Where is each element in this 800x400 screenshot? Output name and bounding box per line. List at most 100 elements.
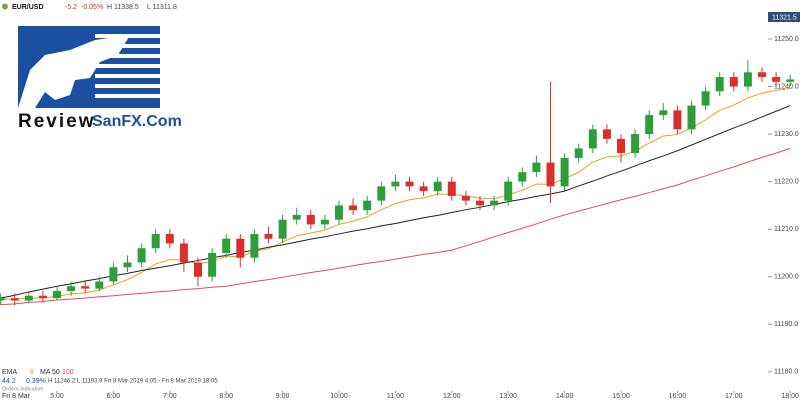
y-tick-label: 11230.0 (774, 131, 799, 138)
x-tick-label: 17:00 (725, 393, 743, 400)
x-tick-label: 15:00 (612, 393, 630, 400)
x-tick-label: 16:00 (669, 393, 687, 400)
stats: 44.2 (2, 378, 16, 385)
logo-word1: Review (18, 111, 95, 132)
candle-body (617, 138, 625, 154)
x-tick-label: 5:00 (50, 393, 64, 400)
legend-entry: 100 (62, 369, 74, 376)
candle-body (659, 110, 668, 116)
candle-body (24, 295, 33, 301)
candle-body (546, 162, 555, 187)
candle-body (574, 148, 583, 158)
candle-body (67, 286, 76, 291)
candle-body (320, 219, 329, 225)
status-icon[interactable] (2, 3, 8, 10)
x-tick-label: 11:00 (387, 393, 404, 400)
x-tick-label: 8:00 (219, 393, 233, 400)
price-tag (768, 12, 800, 22)
candle-body (208, 252, 217, 277)
candle-body (0, 298, 5, 301)
ma-line (0, 87, 791, 300)
high: H 11338.5 (107, 4, 139, 11)
candle-body (729, 77, 738, 87)
change: -5.2 (65, 4, 77, 11)
note: Orders indicative (2, 386, 43, 392)
candle-body (715, 77, 724, 92)
y-tick-label: 11210.0 (774, 226, 799, 233)
candle-body (250, 233, 259, 258)
candle-body (476, 200, 484, 206)
candle-body (179, 243, 188, 263)
x-tick-label: 13:00 (499, 393, 517, 400)
candle-body (743, 72, 752, 87)
candle-body (81, 286, 90, 289)
x-tick-label: 7:00 (163, 393, 177, 400)
candle-body (391, 181, 400, 187)
candle-body (10, 298, 19, 301)
candle-body (687, 105, 696, 130)
candle-body (137, 248, 146, 263)
candle-body (433, 181, 442, 192)
legend-entry: 50 (52, 369, 60, 376)
ema-label: EMA (2, 369, 18, 376)
candle-body (335, 205, 343, 220)
candle-body (222, 238, 231, 253)
candle-body (123, 262, 132, 268)
header-bar (0, 0, 800, 13)
y-tick-label: 11240.0 (774, 83, 799, 90)
logo-bull (18, 35, 130, 108)
candle-body (673, 110, 682, 130)
ma-line (0, 147, 791, 306)
candle-body (602, 129, 611, 139)
x-tick-label: 12:00 (443, 393, 461, 400)
candle-body (278, 219, 287, 239)
candle-body (405, 181, 414, 187)
ma-line (0, 105, 791, 299)
candle-body (306, 214, 315, 225)
y-tick-label: 11220.0 (774, 178, 799, 185)
candle-body (701, 91, 710, 106)
x-tick-label: 6:00 (107, 393, 121, 400)
candle-body (461, 195, 470, 201)
candle-body (631, 134, 640, 154)
change-pct: -0.05% (81, 4, 103, 11)
stats-pct: 0.39% (26, 378, 46, 385)
candle-body (419, 186, 428, 192)
x-tick-label: 10:00 (330, 393, 348, 400)
candle-body (504, 181, 513, 201)
candle-body (560, 157, 569, 187)
candle-body (95, 281, 104, 289)
candle-body (292, 214, 301, 220)
x-tick-label: 14:00 (556, 393, 574, 400)
candle-body (236, 238, 245, 258)
candle-body (194, 262, 202, 277)
candle-body (53, 291, 61, 299)
candle-body (532, 162, 541, 173)
logo: Review SanFX.Com (18, 26, 182, 132)
price-tag-label: 11321.5 (772, 14, 797, 21)
ma-label: MA (40, 369, 51, 376)
candle-body (447, 181, 456, 196)
candle-body (772, 77, 781, 82)
y-tick-label: 11180.0 (774, 369, 798, 376)
date-label: Fri 8 Mar (2, 393, 31, 400)
legend-entry: 8 (30, 369, 34, 376)
candle-body (363, 200, 372, 211)
candle-body (786, 79, 795, 82)
candle-body (38, 295, 47, 299)
y-tick-label: 11250.0 (774, 36, 799, 43)
candle-body (518, 172, 527, 182)
plot (0, 60, 795, 306)
candle-body (151, 233, 160, 249)
symbol[interactable]: EUR/USD (12, 4, 44, 11)
candle-body (758, 72, 766, 78)
x-tick-label: 9:00 (276, 393, 290, 400)
candle-body (645, 115, 654, 135)
candle-body (588, 129, 597, 149)
low: L 11311.8 (147, 4, 177, 11)
candle-body (490, 200, 499, 206)
candle-body (377, 186, 386, 201)
candle-body (264, 233, 273, 239)
y-tick-label: 11190.0 (774, 321, 798, 328)
